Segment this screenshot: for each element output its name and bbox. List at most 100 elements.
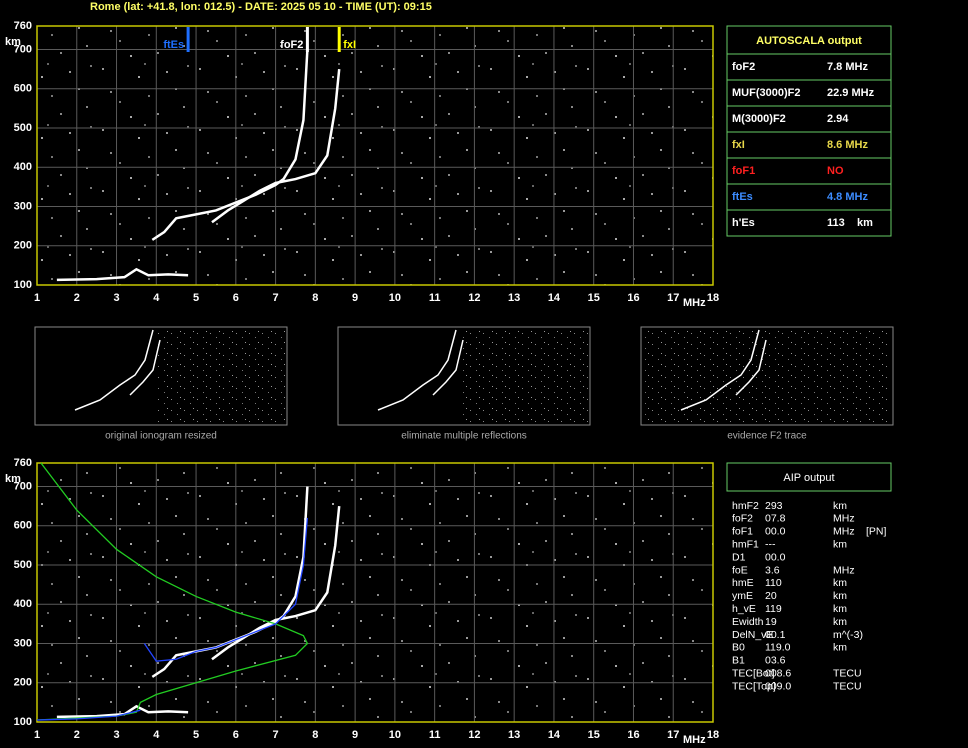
aip-cell: 119: [765, 603, 782, 615]
plot-frame: [36, 462, 714, 723]
x-tick-label: 14: [548, 292, 561, 304]
aip-cell: DelN_vE: [732, 629, 773, 641]
aip-cell: TEC[Top]: [732, 680, 776, 692]
y-tick-label: 500: [14, 122, 32, 134]
aip-cell: Ewidth: [732, 616, 764, 628]
marker-label: foF2: [280, 39, 303, 51]
trace: [143, 517, 309, 662]
x-tick-label: 17: [667, 292, 679, 304]
aip-cell: km: [833, 616, 847, 628]
aip-cell: TECU: [833, 680, 862, 692]
trace: [211, 69, 341, 224]
aip-cell: hmF2: [732, 500, 759, 512]
x-tick-label: 11: [429, 729, 441, 741]
plot-frame: [36, 25, 714, 286]
aip-cell: ---: [765, 538, 776, 550]
aip-cell: 07.8: [765, 513, 786, 525]
y-tick-label: 500: [14, 559, 32, 571]
trace: [36, 462, 309, 721]
x-unit: MHz: [683, 297, 706, 309]
aip-cell: D1: [732, 551, 746, 563]
aip-cell: h_vE: [732, 603, 756, 615]
aip-cell: foE: [732, 564, 748, 576]
autoscala-value: 7.8 MHz: [827, 61, 868, 73]
autoscala-label: foF2: [732, 61, 755, 73]
y-tick-label: 200: [14, 240, 32, 252]
y-tick-label: 400: [14, 161, 32, 173]
thumbnail-trace: [377, 329, 457, 411]
aip-cell: km: [833, 603, 847, 615]
x-tick-label: 6: [233, 729, 239, 741]
aip-cell: foF2: [732, 513, 753, 525]
x-tick-label: 3: [113, 292, 119, 304]
x-tick-label: 8: [312, 292, 318, 304]
autoscala-value: 2.94: [827, 113, 849, 125]
plot-noise: [37, 26, 713, 285]
aip-cell: 00.1: [765, 629, 786, 641]
x-tick-label: 15: [588, 292, 600, 304]
aip-cell: 19: [765, 616, 777, 628]
autoscala-label: fxI: [732, 139, 745, 151]
thumbnail-caption: original ionogram resized: [105, 431, 217, 442]
aip-cell: 008.6: [765, 667, 791, 679]
aip-cell: [PN]: [866, 526, 887, 538]
x-tick-label: 10: [389, 729, 401, 741]
trace: [56, 704, 189, 719]
aip-cell: 00.0: [765, 551, 786, 563]
aip-cell: hmE: [732, 577, 754, 589]
aip-cell: foF1: [732, 526, 753, 538]
x-tick-label: 16: [627, 292, 639, 304]
autoscala-label: ftEs: [732, 191, 753, 203]
thumbnail-noise: [641, 328, 891, 424]
autoscala-table: [726, 25, 892, 237]
autoscala-title: AUTOSCALA output: [756, 35, 862, 47]
aip-cell: m^(-3): [833, 629, 863, 641]
thumbnail-trace: [74, 329, 154, 411]
y-tick-label: 760: [14, 20, 32, 32]
aip-cell: hmF1: [732, 538, 759, 550]
y-tick-label: 400: [14, 598, 32, 610]
trace: [36, 709, 141, 721]
aip-cell: 20: [765, 590, 777, 602]
x-tick-label: 17: [667, 729, 679, 741]
aip-cell: 119.0: [765, 642, 791, 654]
y-tick-label: 300: [14, 637, 32, 649]
x-tick-label: 7: [273, 292, 279, 304]
autoscala-label: MUF(3000)F2: [732, 87, 800, 99]
aip-cell: 3.6: [765, 564, 780, 576]
x-tick-label: 18: [707, 729, 719, 741]
x-tick-label: 4: [153, 729, 160, 741]
x-tick-label: 8: [312, 729, 318, 741]
x-unit: MHz: [683, 734, 706, 746]
x-tick-label: 12: [468, 292, 480, 304]
aip-title: AIP output: [783, 472, 834, 484]
header-title: Rome (lat: +41.8, lon: 012.5) - DATE: 20…: [90, 1, 432, 13]
trace: [56, 267, 189, 282]
thumbnail-trace: [680, 329, 760, 411]
thumbnail-trace: [129, 339, 161, 396]
autoscala-label: M(3000)F2: [732, 113, 786, 125]
aip-cell: km: [833, 577, 847, 589]
x-tick-label: 6: [233, 292, 239, 304]
aip-cell: km: [833, 590, 847, 602]
x-tick-label: 18: [707, 292, 719, 304]
aip-cell: 110: [765, 577, 782, 589]
aip-cell: B0: [732, 642, 745, 654]
x-tick-label: 1: [34, 292, 40, 304]
x-tick-label: 9: [352, 729, 358, 741]
y-tick-label: 200: [14, 677, 32, 689]
aip-cell: TECU: [833, 667, 862, 679]
aip-cell: B1: [732, 655, 745, 667]
thumbnail-caption: eliminate multiple reflections: [401, 431, 527, 442]
x-tick-label: 16: [627, 729, 639, 741]
y-unit: km: [5, 473, 21, 485]
trace: [211, 506, 341, 661]
x-tick-label: 10: [389, 292, 401, 304]
autoscala-value: 113 km: [827, 217, 873, 229]
autoscala-value: 8.6 MHz: [827, 139, 868, 151]
y-unit: km: [5, 36, 21, 48]
aip-title-box: [726, 462, 892, 492]
thumbnail-noise: [155, 328, 286, 424]
autoscala-value: 4.8 MHz: [827, 191, 868, 203]
